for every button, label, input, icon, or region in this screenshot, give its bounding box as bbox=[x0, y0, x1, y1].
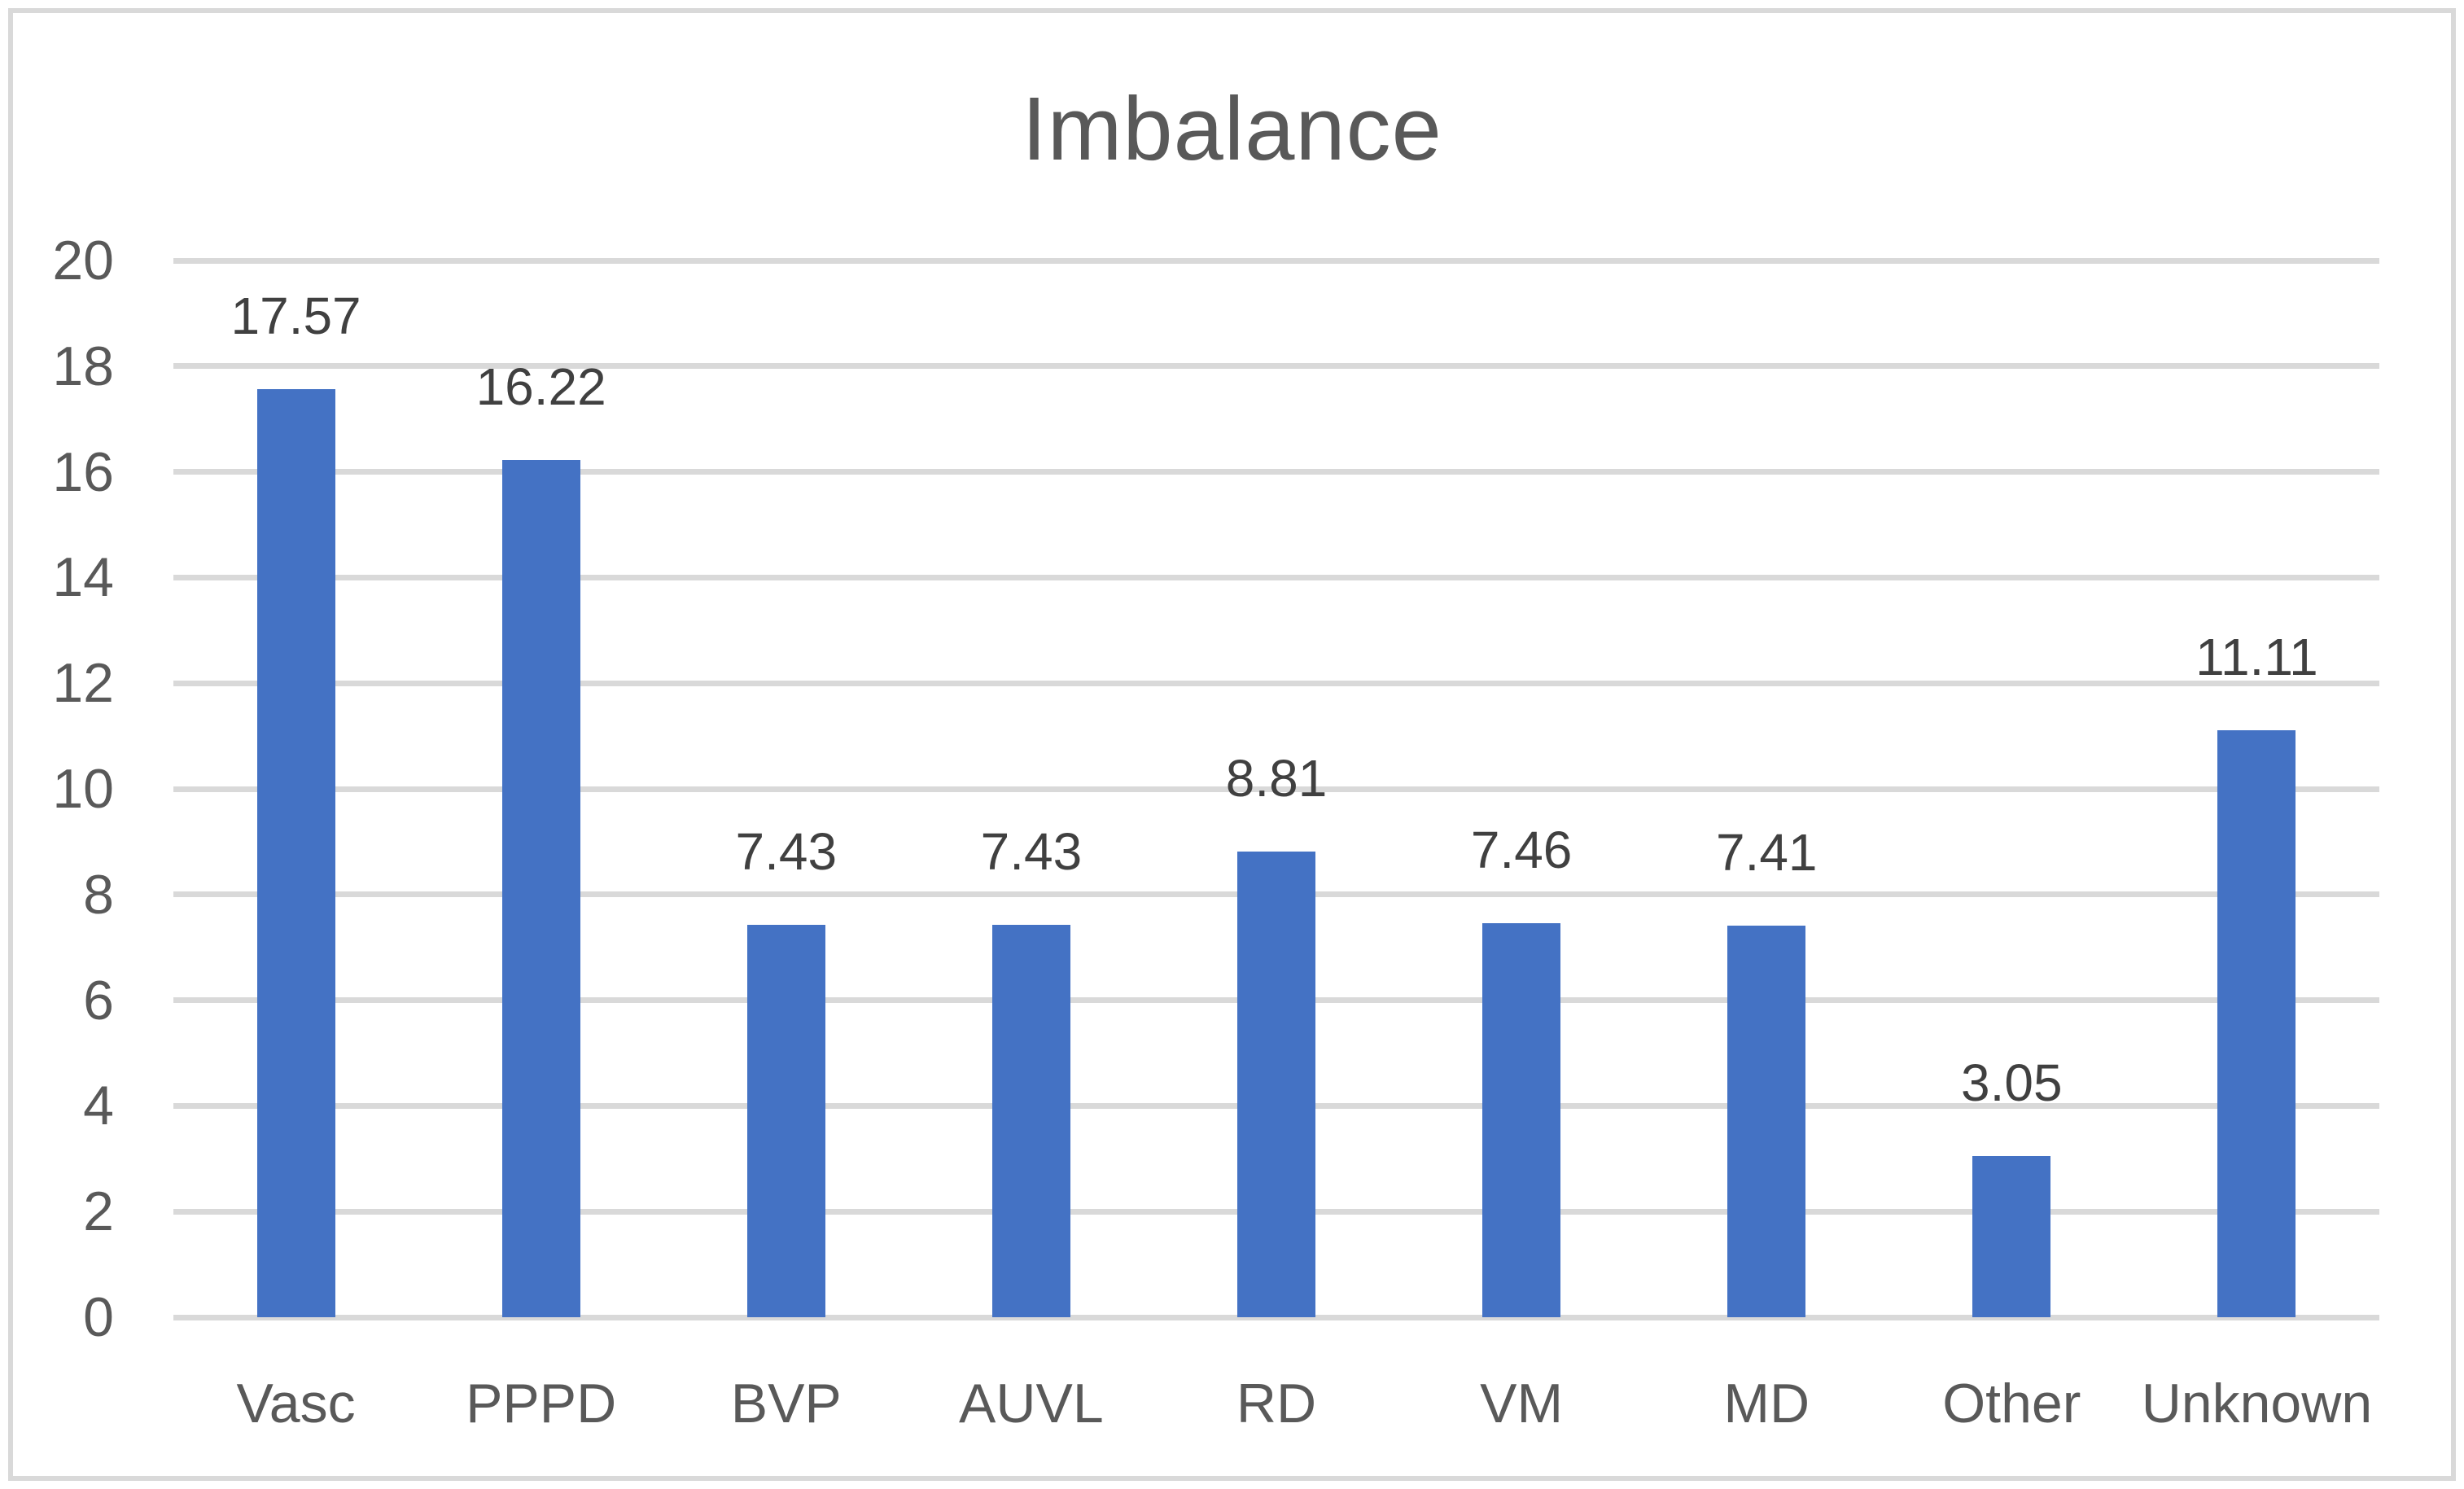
y-axis-tick-label: 18 bbox=[52, 335, 114, 397]
gridline-y-10 bbox=[173, 786, 2379, 792]
bar-pppd bbox=[501, 460, 580, 1317]
y-axis-tick-label: 6 bbox=[83, 969, 114, 1031]
gridline-y-12 bbox=[173, 680, 2379, 686]
bar-vasc bbox=[256, 388, 335, 1317]
y-axis-tick-label: 0 bbox=[83, 1286, 114, 1348]
bar-auvl bbox=[991, 924, 1070, 1317]
x-axis-label-unknown: Unknown bbox=[2141, 1373, 2373, 1434]
x-axis-label-pppd: PPPD bbox=[466, 1373, 617, 1434]
data-label-bvp: 7.43 bbox=[735, 821, 838, 881]
data-label-md: 7.41 bbox=[1715, 823, 1818, 882]
y-axis-tick-label: 12 bbox=[52, 652, 114, 715]
data-label-vasc: 17.57 bbox=[230, 286, 361, 345]
bar-rd bbox=[1237, 852, 1315, 1317]
y-axis-tick-label: 14 bbox=[52, 546, 114, 609]
data-label-vm: 7.46 bbox=[1470, 820, 1573, 879]
chart-title: Imbalance bbox=[1022, 79, 1442, 179]
x-axis-label-vasc: Vasc bbox=[236, 1373, 356, 1434]
data-label-pppd: 16.22 bbox=[475, 357, 606, 417]
y-axis-tick-label: 10 bbox=[52, 758, 114, 820]
y-axis-tick-label: 4 bbox=[83, 1075, 114, 1137]
gridline-y-16 bbox=[173, 469, 2379, 475]
x-axis-label-md: MD bbox=[1723, 1373, 1810, 1434]
bar-bvp bbox=[746, 924, 825, 1317]
y-axis-tick-label: 8 bbox=[83, 863, 114, 926]
bar-vm bbox=[1482, 922, 1561, 1317]
gridline-y-14 bbox=[173, 574, 2379, 580]
data-label-unknown: 11.11 bbox=[2195, 627, 2318, 686]
x-axis-label-rd: RD bbox=[1236, 1373, 1317, 1434]
data-label-auvl: 7.43 bbox=[980, 821, 1083, 881]
x-axis-label-bvp: BVP bbox=[730, 1373, 842, 1434]
gridline-y-0 bbox=[173, 1314, 2379, 1320]
bar-unknown bbox=[2217, 729, 2296, 1317]
gridline-y-20 bbox=[173, 257, 2379, 264]
bar-md bbox=[1727, 926, 1806, 1317]
x-axis-label-vm: VM bbox=[1480, 1373, 1564, 1434]
gridline-y-18 bbox=[173, 363, 2379, 370]
data-label-rd: 8.81 bbox=[1225, 749, 1328, 808]
y-axis-tick-label: 20 bbox=[52, 230, 114, 291]
y-axis-tick-label: 16 bbox=[52, 440, 114, 503]
data-label-other: 3.05 bbox=[1961, 1053, 2063, 1113]
y-axis-tick-label: 2 bbox=[83, 1180, 114, 1243]
x-axis-label-auvl: AUVL bbox=[959, 1373, 1104, 1434]
bar-other bbox=[1972, 1156, 2051, 1317]
x-axis-label-other: Other bbox=[1942, 1373, 2081, 1434]
